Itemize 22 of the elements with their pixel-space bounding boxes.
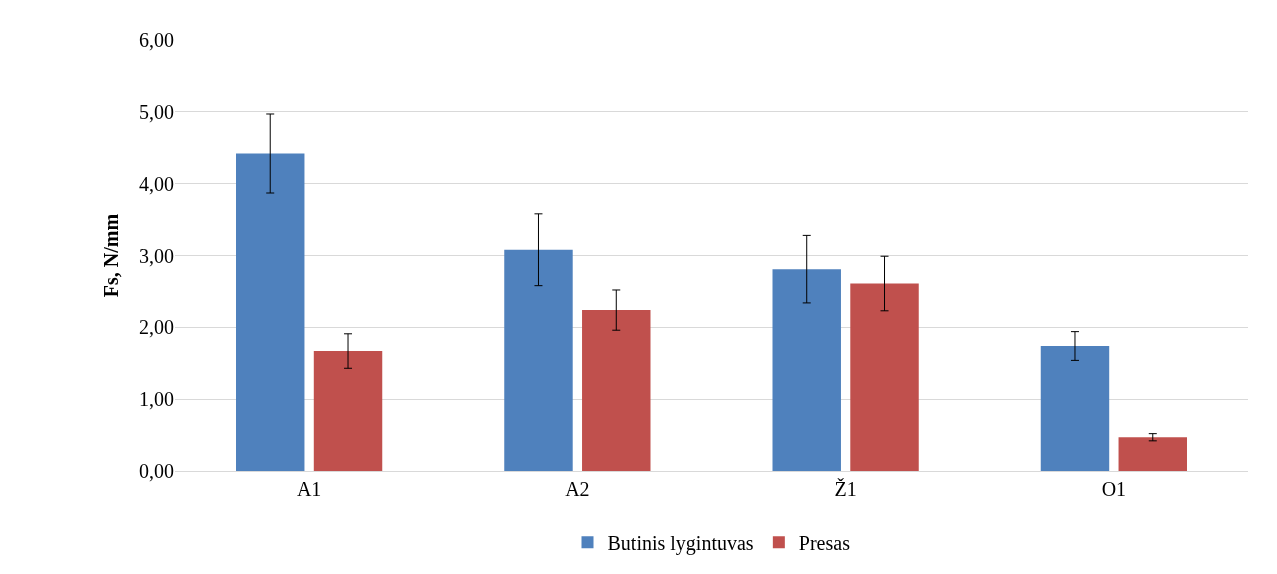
y-tick-label: 3,00 [139, 244, 174, 267]
x-tick-label: Ž1 [834, 478, 857, 500]
bar [504, 249, 573, 471]
y-axis-title: Fs, N/mm [99, 213, 122, 298]
legend-label: Presas [798, 532, 851, 555]
y-tick-label: 5,00 [139, 100, 174, 123]
x-tick-label: A2 [565, 478, 590, 500]
bar [850, 283, 919, 471]
y-tick-label: 1,00 [139, 388, 174, 411]
y-tick-label: 2,00 [139, 316, 174, 339]
bar [1040, 346, 1110, 471]
bar [1118, 437, 1187, 471]
x-tick-label: O1 [1101, 478, 1127, 500]
bar [236, 153, 305, 471]
bar [313, 351, 383, 471]
x-tick-label: A1 [296, 478, 322, 500]
y-tick-label: 0,00 [139, 460, 174, 482]
legend-label: Butinis lygintuvas [607, 532, 754, 556]
bar [772, 269, 841, 471]
y-tick-label: 6,00 [139, 29, 174, 51]
bar [582, 310, 651, 471]
y-tick-label: 4,00 [139, 172, 174, 195]
